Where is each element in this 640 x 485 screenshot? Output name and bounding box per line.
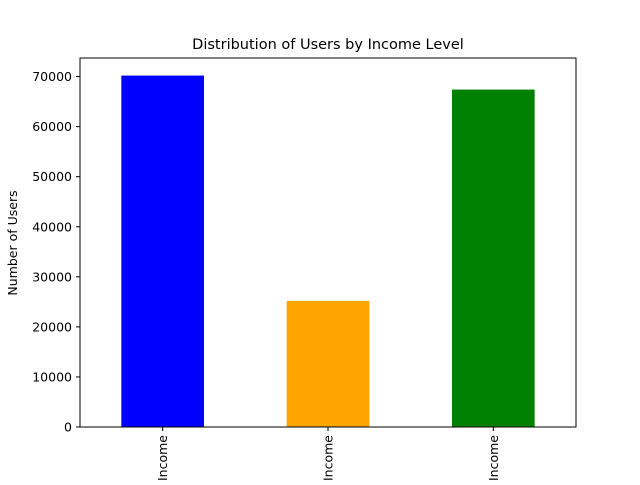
x-tick-label: Income [321,435,336,480]
y-tick-label: 70000 [32,69,72,84]
ticks-layer: 0 10000 20000 30000 40000 50000 60000 70000 Inco… [32,69,501,481]
bar [286,300,370,427]
y-tick-label: 60000 [32,119,72,134]
x-tick-label: Income [155,435,170,480]
x-tick-label: Income [486,435,501,480]
y-tick-label: 30000 [32,269,72,284]
y-tick-label: 20000 [32,319,72,334]
y-tick-label: 50000 [32,169,72,184]
y-tick-label: 10000 [32,369,72,384]
y-tick-label: 0 [64,420,72,435]
bar [452,89,535,427]
y-tick-label: 40000 [32,219,72,234]
y-axis-label: Number of Users [5,190,20,295]
bar [121,75,204,428]
bars-layer [121,75,535,428]
chart-title: Distribution of Users by Income Level [192,37,464,53]
plot-frame [79,57,577,428]
